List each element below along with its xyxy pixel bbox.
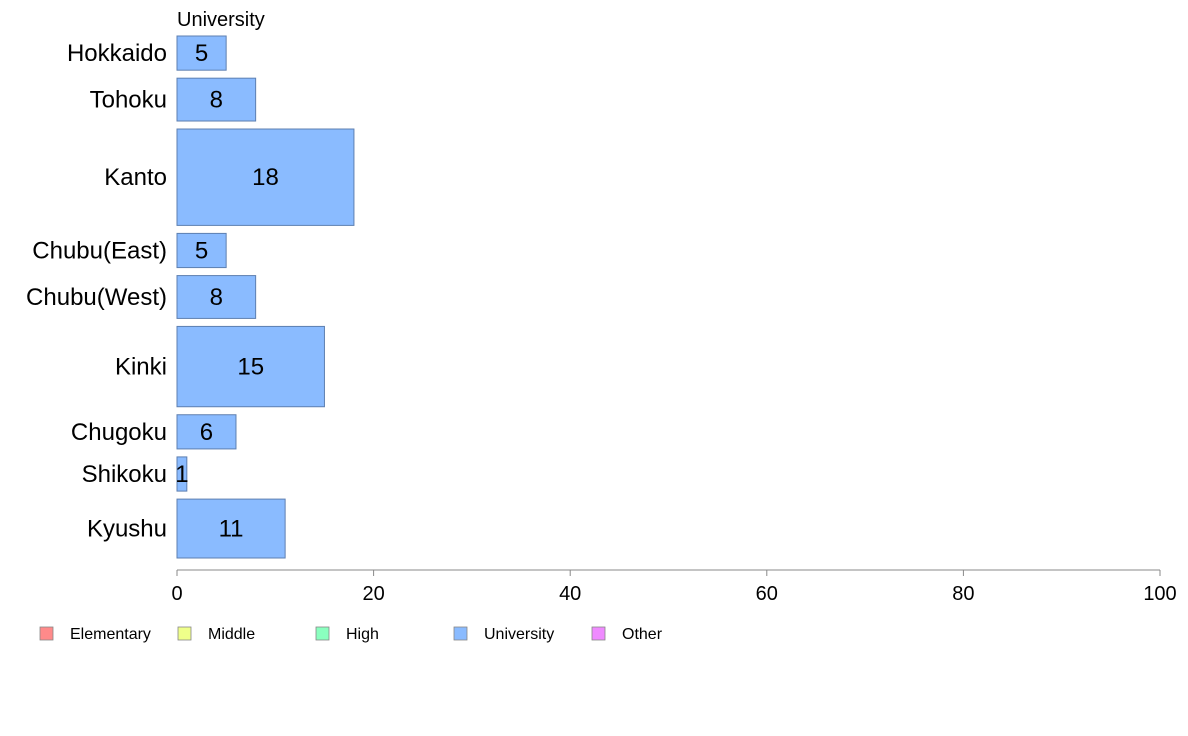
- category-label: Chubu(East): [32, 237, 167, 264]
- value-label: 5: [195, 40, 208, 67]
- legend-swatch: [315, 626, 330, 641]
- legend-label: Middle: [208, 626, 255, 643]
- bar-hokkaido: [176, 35, 227, 71]
- legend-swatch: [453, 626, 468, 641]
- category-label: Kinki: [115, 354, 167, 381]
- bar-kyushu: [176, 498, 286, 559]
- category-label: Kyushu: [87, 516, 167, 543]
- category-label: Tohoku: [90, 87, 167, 114]
- value-label: 5: [195, 237, 208, 264]
- category-label: Chubu(West): [26, 284, 167, 311]
- legend-swatch: [39, 626, 54, 641]
- value-label: 8: [210, 284, 223, 311]
- x-tick-label: 100: [1143, 583, 1176, 605]
- x-axis: 0 20 40 60 80 100: [171, 569, 1177, 605]
- x-tick-label: 0: [171, 583, 182, 605]
- bars-group: [176, 35, 355, 559]
- legend-swatch: [177, 626, 192, 641]
- value-label: 11: [219, 516, 244, 543]
- series-title: University: [177, 9, 265, 31]
- legend-label: Other: [622, 626, 663, 643]
- legend-label: Elementary: [70, 626, 151, 643]
- value-label: 15: [237, 354, 264, 381]
- bar-chubu-east: [176, 232, 227, 269]
- x-tick-label: 80: [952, 583, 974, 605]
- bar-chubu-west: [176, 275, 257, 319]
- value-label: 1: [175, 461, 188, 488]
- bar-kinki: [176, 325, 325, 408]
- bar-tohoku: [176, 77, 257, 122]
- value-label: 8: [210, 87, 223, 114]
- category-label: Kanto: [104, 164, 167, 191]
- x-tick-label: 40: [559, 583, 581, 605]
- legend-label: University: [484, 626, 554, 643]
- legend: Elementary Middle High University Other: [39, 626, 663, 643]
- category-labels-group: Hokkaido Tohoku Kanto Chubu(East) Chubu(West…: [26, 40, 167, 542]
- category-label: Chugoku: [71, 419, 167, 446]
- legend-swatch: [591, 626, 606, 641]
- value-label: 6: [200, 419, 213, 446]
- x-tick-label: 20: [362, 583, 384, 605]
- bar-kanto: [176, 128, 355, 226]
- legend-label: High: [346, 626, 379, 643]
- bar-shikoku: [176, 456, 188, 492]
- bar-chugoku: [176, 414, 237, 450]
- value-label: 18: [252, 164, 279, 191]
- x-tick-label: 60: [756, 583, 778, 605]
- category-label: Shikoku: [82, 461, 167, 488]
- category-label: Hokkaido: [67, 40, 167, 67]
